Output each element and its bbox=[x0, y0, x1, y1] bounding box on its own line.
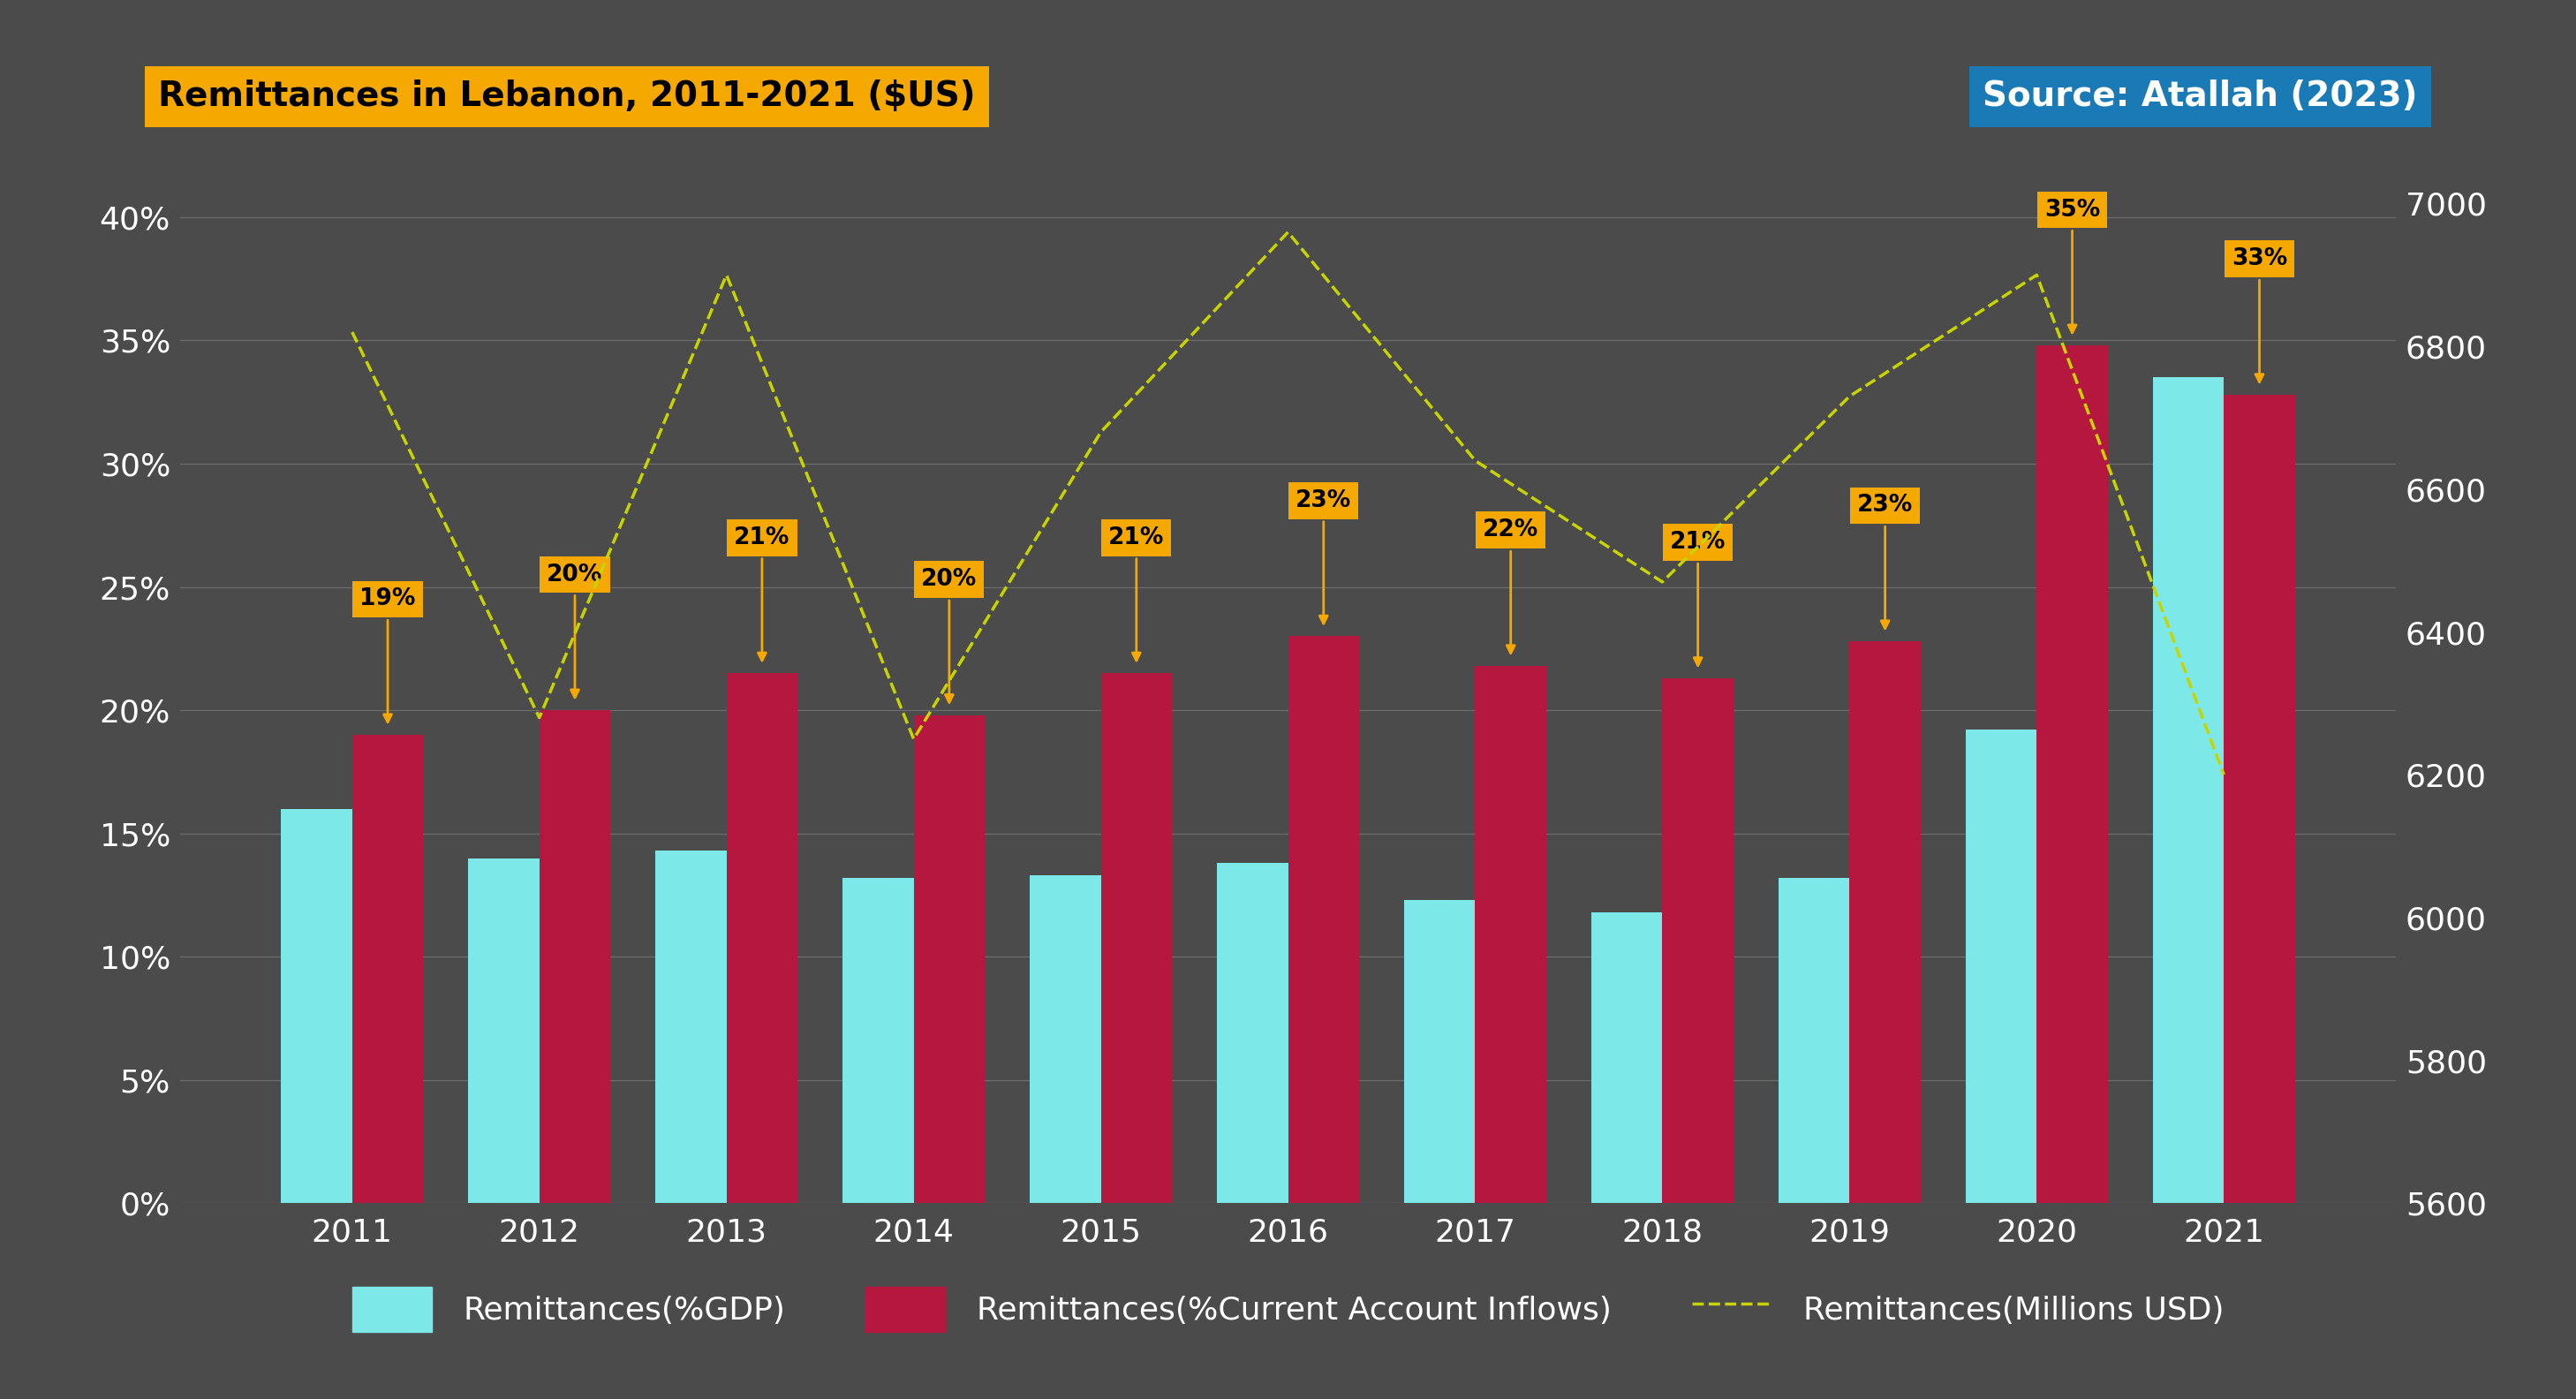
Bar bbox=[842, 877, 914, 1203]
Bar bbox=[2154, 378, 2223, 1203]
Text: 19%: 19% bbox=[361, 588, 415, 722]
Bar bbox=[1965, 730, 2038, 1203]
Text: 22%: 22% bbox=[1484, 519, 1538, 653]
Bar bbox=[1404, 900, 1476, 1203]
Text: 21%: 21% bbox=[734, 526, 791, 660]
Bar bbox=[726, 673, 799, 1203]
Bar bbox=[1216, 863, 1288, 1203]
Bar bbox=[1100, 673, 1172, 1203]
Text: 23%: 23% bbox=[1296, 490, 1352, 624]
Bar bbox=[469, 858, 538, 1203]
Bar bbox=[914, 715, 984, 1203]
Bar bbox=[2223, 395, 2295, 1203]
Bar bbox=[1662, 679, 1734, 1203]
Text: 21%: 21% bbox=[1669, 532, 1726, 666]
Text: 20%: 20% bbox=[922, 568, 976, 702]
Text: 35%: 35% bbox=[2045, 199, 2099, 333]
Legend: Remittances(%GDP), Remittances(%Current Account Inflows), Remittances(Millions U: Remittances(%GDP), Remittances(%Current … bbox=[353, 1287, 2223, 1332]
Text: 33%: 33% bbox=[2231, 248, 2287, 382]
Bar bbox=[353, 734, 422, 1203]
Bar bbox=[654, 851, 726, 1203]
Bar bbox=[1850, 641, 1922, 1203]
Bar bbox=[1592, 912, 1662, 1203]
Bar bbox=[1777, 877, 1850, 1203]
Bar bbox=[2038, 346, 2107, 1203]
Bar bbox=[538, 711, 611, 1203]
Bar bbox=[1476, 666, 1546, 1203]
Text: Remittances in Lebanon, 2011-2021 ($US): Remittances in Lebanon, 2011-2021 ($US) bbox=[157, 80, 976, 113]
Text: Source: Atallah (2023): Source: Atallah (2023) bbox=[1984, 80, 2419, 113]
Text: 20%: 20% bbox=[546, 564, 603, 698]
Bar bbox=[281, 809, 353, 1203]
Bar bbox=[1288, 637, 1360, 1203]
Text: 21%: 21% bbox=[1108, 526, 1164, 660]
Text: 23%: 23% bbox=[1857, 494, 1914, 628]
Bar bbox=[1030, 876, 1100, 1203]
